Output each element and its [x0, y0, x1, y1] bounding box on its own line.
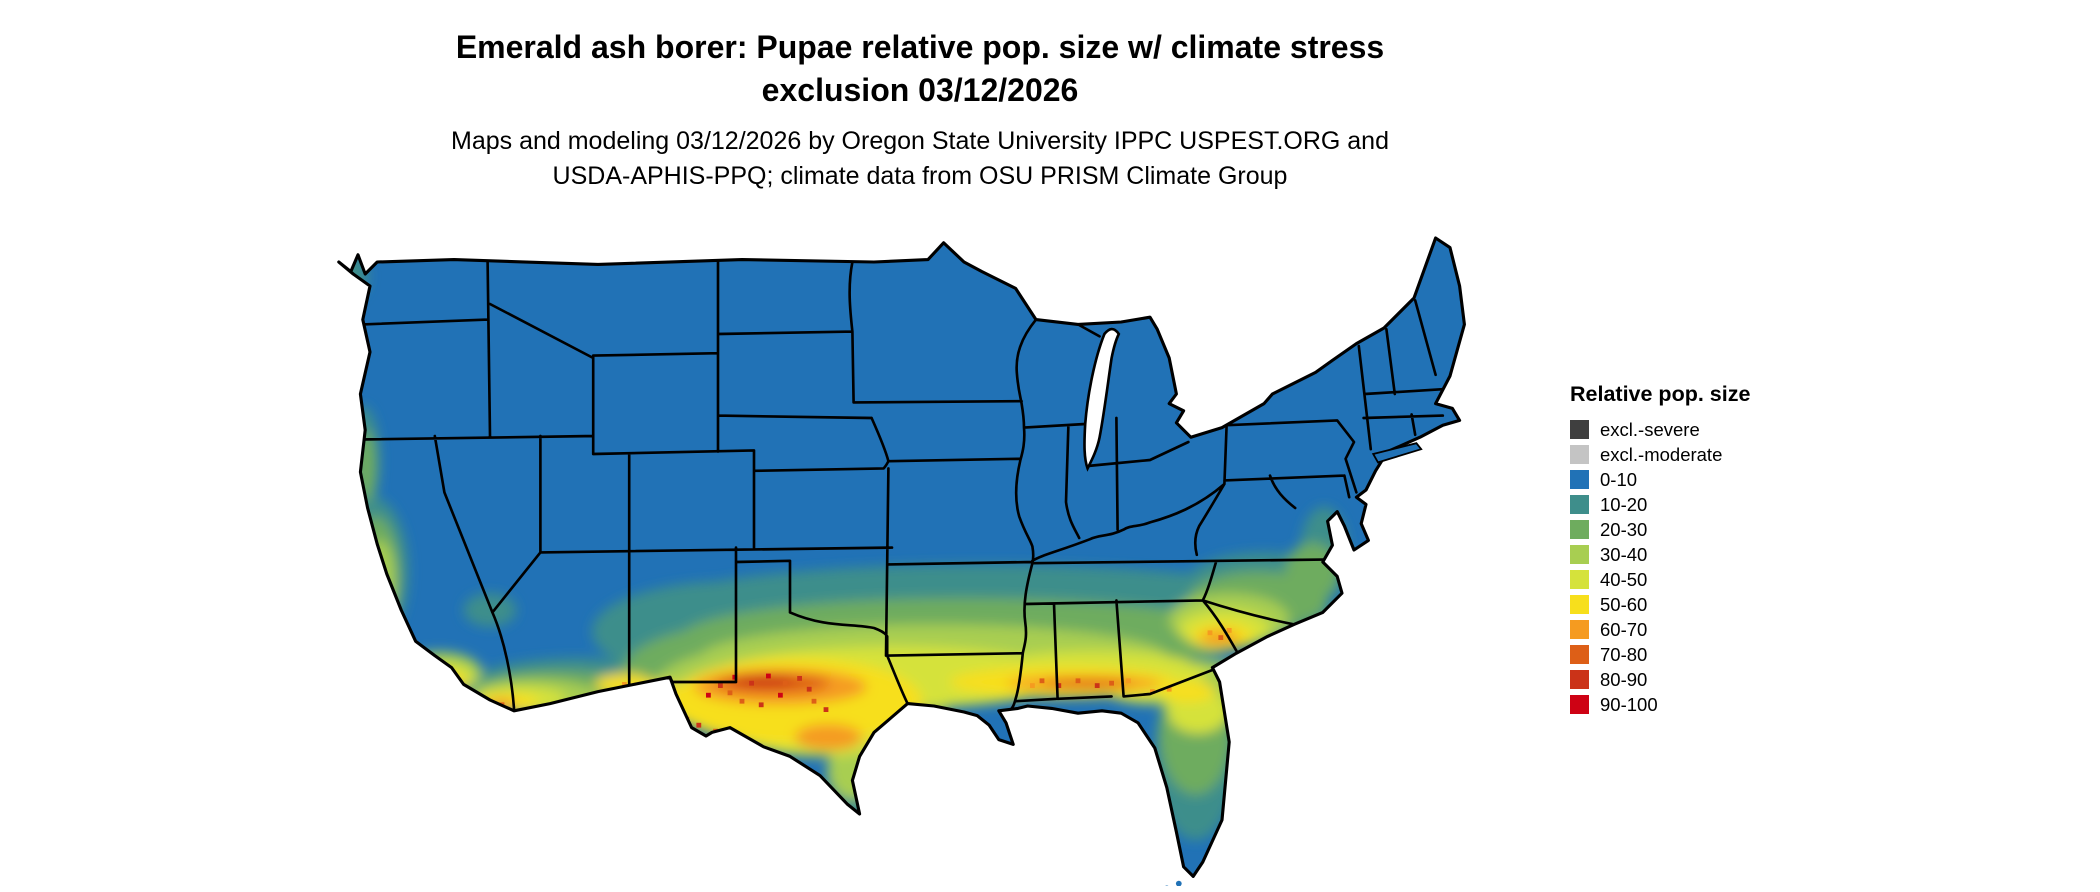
map-title-line1: Emerald ash borer: Pupae relative pop. s…	[455, 29, 1385, 65]
map-subtitle-line1: Maps and modeling 03/12/2026 by Oregon S…	[451, 127, 1389, 155]
florida-keys	[1165, 880, 1182, 886]
lake-michigan	[1083, 327, 1121, 472]
legend-item: 90-100	[1570, 692, 1850, 717]
legend-item: 80-90	[1570, 667, 1850, 692]
legend-swatch	[1570, 670, 1589, 689]
state-borders	[351, 260, 1445, 715]
legend-item: excl.-moderate	[1570, 442, 1850, 467]
legend-title: Relative pop. size	[1570, 382, 1751, 406]
legend-label: 80-90	[1600, 669, 1648, 690]
legend-item: 40-50	[1570, 567, 1850, 592]
legend-swatch	[1570, 445, 1589, 464]
legend-item: excl.-severe	[1570, 417, 1850, 442]
legend-item: 10-20	[1570, 492, 1850, 517]
legend-item: 0-10	[1570, 467, 1850, 492]
legend-label: excl.-severe	[1600, 419, 1700, 440]
map-title: Emerald ash borer: Pupae relative pop. s…	[0, 26, 1840, 112]
us-map	[337, 236, 1466, 886]
legend-label: 50-60	[1600, 594, 1648, 615]
map-title-line2: exclusion 03/12/2026	[761, 72, 1079, 108]
legend-items: excl.-severe excl.-moderate 0-10 10-20 2…	[1570, 417, 1850, 717]
legend-item: 70-80	[1570, 642, 1850, 667]
us-outline	[337, 236, 1466, 878]
legend-swatch	[1570, 695, 1589, 714]
legend-item: 50-60	[1570, 592, 1850, 617]
legend-item: 20-30	[1570, 517, 1850, 542]
legend-label: 0-10	[1600, 469, 1638, 490]
legend-label: 20-30	[1600, 519, 1648, 540]
legend-item: 30-40	[1570, 542, 1850, 567]
legend-swatch	[1570, 420, 1589, 439]
map-subtitle-line2: USDA-APHIS-PPQ; climate data from OSU PR…	[552, 162, 1288, 190]
legend-swatch	[1570, 520, 1589, 539]
legend-label: excl.-moderate	[1600, 444, 1723, 465]
legend-swatch	[1570, 620, 1589, 639]
legend-swatch	[1570, 645, 1589, 664]
legend-swatch	[1570, 495, 1589, 514]
legend-swatch	[1570, 570, 1589, 589]
legend-label: 90-100	[1600, 694, 1658, 715]
legend-label: 40-50	[1600, 569, 1648, 590]
legend-label: 60-70	[1600, 619, 1648, 640]
legend-label: 30-40	[1600, 544, 1648, 565]
legend-label: 70-80	[1600, 644, 1648, 665]
legend: Relative pop. size excl.-severe excl.-mo…	[1570, 382, 1850, 717]
legend-swatch	[1570, 545, 1589, 564]
legend-item: 60-70	[1570, 617, 1850, 642]
long-island	[1371, 442, 1423, 464]
map-subtitle: Maps and modeling 03/12/2026 by Oregon S…	[0, 124, 1840, 194]
legend-swatch	[1570, 595, 1589, 614]
legend-swatch	[1570, 470, 1589, 489]
legend-label: 10-20	[1600, 494, 1648, 515]
